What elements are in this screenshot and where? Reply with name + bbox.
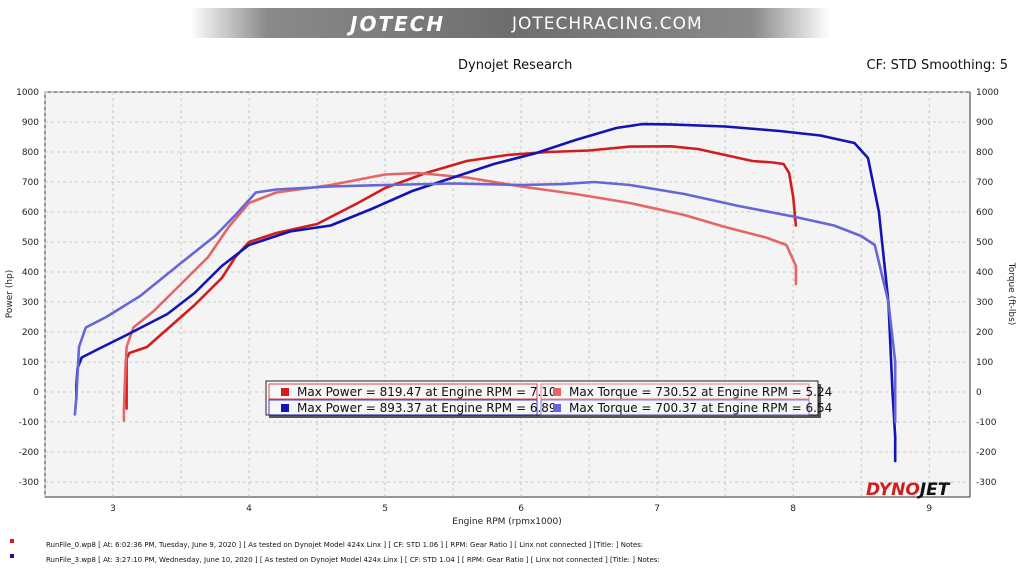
y-tick-label: -100	[19, 418, 40, 428]
y2-tick-label: 400	[976, 268, 993, 278]
legend-item-border	[268, 399, 538, 416]
y-tick-label: -300	[19, 478, 40, 488]
y-tick-label: 400	[22, 268, 39, 278]
y-axis-label: Power (hp)	[5, 270, 15, 319]
footer-run-info: RunFile_0.wp8 [ At: 6:02:36 PM, Tuesday,…	[46, 541, 643, 549]
y2-tick-label: 300	[976, 298, 993, 308]
run-file-footer: RunFile_0.wp8 [ At: 6:02:36 PM, Tuesday,…	[10, 539, 660, 564]
legend-box	[265, 380, 819, 416]
legend-item-border	[540, 383, 810, 400]
legend-item-text: Max Torque = 700.37 at Engine RPM = 6.54	[569, 401, 832, 415]
header-banner	[190, 8, 830, 38]
y-tick-label: 200	[22, 328, 39, 338]
y-tick-label: -200	[19, 448, 40, 458]
legend: Max Power = 819.47 at Engine RPM = 7.10 M…	[265, 380, 832, 418]
x-tick-label: 5	[382, 504, 388, 514]
y-tick-label: 300	[22, 298, 39, 308]
jotech-url: JOTECHRACING.COM	[512, 14, 703, 34]
legend-item-border	[268, 383, 538, 400]
legend-swatch	[553, 388, 561, 396]
y-tick-label: 700	[22, 178, 39, 188]
y2-tick-label: 1000	[976, 88, 999, 98]
x-tick-label: 8	[790, 504, 796, 514]
legend-swatch	[553, 404, 561, 412]
y2-tick-label: -300	[976, 478, 997, 488]
y-tick-label: 500	[22, 238, 39, 248]
y2-tick-label: 600	[976, 208, 993, 218]
chart-title: Dynojet Research	[458, 58, 573, 73]
x-tick-label: 9	[926, 504, 932, 514]
y2-tick-label: 900	[976, 118, 993, 128]
y-tick-label: 600	[22, 208, 39, 218]
axis-ticks: -300 -300 -200 -200 -100 -100 0 0 100 100 200 200 30…	[16, 88, 999, 514]
legend-item-text: Max Power = 819.47 at Engine RPM = 7.10	[297, 385, 557, 399]
x-tick-label: 6	[518, 504, 524, 514]
dynojet-logo-a: DYNO	[866, 480, 920, 500]
y2-tick-label: 200	[976, 328, 993, 338]
y-tick-label: 800	[22, 148, 39, 158]
footer-marker	[10, 554, 14, 558]
y2-axis-label: Torque (ft-lbs)	[1006, 262, 1016, 326]
y2-tick-label: 700	[976, 178, 993, 188]
x-tick-label: 7	[654, 504, 660, 514]
legend-item-text: Max Torque = 730.52 at Engine RPM = 5.24	[569, 385, 832, 399]
jotech-logo: JOTECH	[350, 12, 446, 36]
y-tick-label: 1000	[16, 88, 39, 98]
y2-tick-label: 100	[976, 358, 993, 368]
correction-factor-label: CF: STD Smoothing: 5	[866, 58, 1008, 73]
footer-marker	[10, 539, 14, 543]
legend-swatch	[281, 404, 289, 412]
y-tick-label: 100	[22, 358, 39, 368]
series-line-power_3	[75, 122, 897, 463]
y2-tick-label: -200	[976, 448, 997, 458]
x-tick-label: 4	[246, 504, 252, 514]
y2-tick-label: -100	[976, 418, 997, 428]
series-line-torque_3	[73, 180, 897, 424]
y-tick-label: 0	[33, 388, 39, 398]
x-axis-label: Engine RPM (rpmx1000)	[452, 517, 561, 527]
series-line-power_0	[125, 145, 798, 410]
y2-tick-label: 800	[976, 148, 993, 158]
x-tick-label: 3	[110, 504, 116, 514]
y2-tick-label: 500	[976, 238, 993, 248]
footer-run-info: RunFile_3.wp8 [ At: 3:27:10 PM, Wednesda…	[46, 556, 660, 564]
dynojet-logo-b: JET	[919, 480, 950, 500]
legend-swatch	[281, 388, 289, 396]
y2-tick-label: 0	[976, 388, 982, 398]
y-tick-label: 900	[22, 118, 39, 128]
series-lines	[73, 122, 897, 463]
plot-area	[44, 91, 971, 498]
legend-item-text: Max Power = 893.37 at Engine RPM = 6.89	[297, 401, 557, 415]
dynojet-logo: DYNOJET	[866, 480, 949, 500]
legend-item-border	[540, 399, 810, 416]
